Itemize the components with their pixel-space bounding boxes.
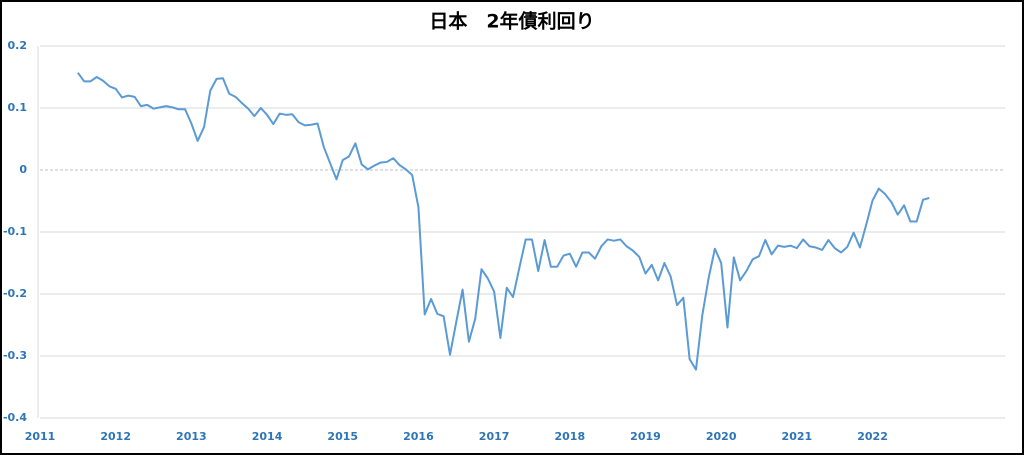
x-tick-label: 2020 — [706, 430, 737, 443]
y-tick-label: 0.2 — [8, 39, 28, 52]
x-tick-label: 2011 — [25, 430, 56, 443]
x-tick-label: 2012 — [100, 430, 131, 443]
x-tick-label: 2017 — [479, 430, 510, 443]
x-tick-label: 2014 — [252, 430, 283, 443]
x-tick-label: 2013 — [176, 430, 207, 443]
y-tick-label: -0.3 — [3, 349, 27, 362]
x-tick-label: 2019 — [630, 430, 661, 443]
chart-title: 日本 2年債利回り — [429, 10, 594, 33]
x-tick-label: 2015 — [327, 430, 358, 443]
x-tick-label: 2021 — [782, 430, 813, 443]
y-tick-label: -0.2 — [3, 287, 27, 300]
data-line — [77, 72, 930, 371]
y-tick-label: 0 — [19, 163, 27, 176]
x-tick-label: 2022 — [857, 430, 888, 443]
y-tick-label: 0.1 — [8, 101, 28, 114]
x-tick-label: 2016 — [403, 430, 434, 443]
y-tick-label: -0.4 — [3, 411, 27, 424]
y-tick-label: -0.1 — [3, 225, 27, 238]
x-tick-label: 2018 — [554, 430, 585, 443]
